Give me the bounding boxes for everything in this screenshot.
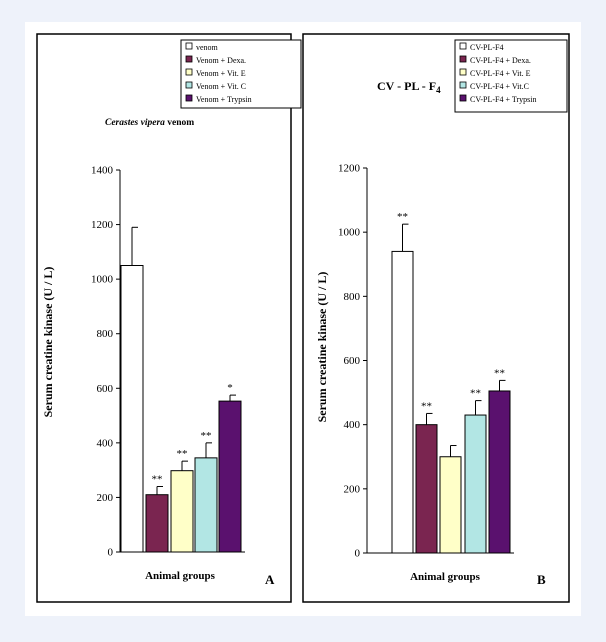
bar bbox=[170, 470, 194, 553]
legend-label: Venom + Dexa. bbox=[196, 56, 246, 65]
y-tick-label: 800 bbox=[97, 328, 114, 340]
bar bbox=[488, 390, 511, 554]
y-tick-label: 0 bbox=[355, 548, 361, 560]
legend-label: venom bbox=[196, 43, 219, 52]
bar bbox=[120, 265, 144, 553]
significance-label: ** bbox=[152, 474, 163, 486]
legend-label: CV-PL-F4 bbox=[470, 43, 504, 52]
y-tick-label: 400 bbox=[344, 419, 361, 431]
y-tick-label: 0 bbox=[108, 547, 114, 559]
legend-swatch bbox=[459, 81, 467, 89]
legend-swatch bbox=[459, 42, 467, 50]
y-tick-label: 600 bbox=[344, 355, 361, 367]
legend-label: Venom + Vit. E bbox=[196, 69, 246, 78]
chart-legend: CV-PL-F4 CV-PL-F4 + Dexa. CV-PL-F4 + Vit. … bbox=[454, 39, 568, 113]
bar bbox=[439, 456, 462, 554]
legend-frame bbox=[180, 39, 302, 109]
legend-swatch bbox=[459, 55, 467, 63]
bar bbox=[391, 250, 414, 554]
bar bbox=[145, 494, 169, 553]
chart-panel-a: 0200400600800100012001400*******venomVen… bbox=[36, 33, 302, 603]
chart-panel-b: 020040060080010001200********CV-PL-F4CV-… bbox=[302, 33, 570, 603]
chart-title-main: CV - PL - F bbox=[377, 79, 436, 93]
significance-label: ** bbox=[397, 211, 408, 223]
legend-label: CV-PL-F4 + Vit.C bbox=[470, 82, 529, 91]
legend-label: Venom + Vit. C bbox=[196, 82, 246, 91]
chart-title: CV - PL - F4 bbox=[377, 79, 441, 95]
panel-frame bbox=[36, 33, 292, 603]
y-tick-label: 1200 bbox=[91, 219, 114, 231]
figure-card: 0 200 400 600 800 1000 1200 1400 ** ** ** * venom Ven… bbox=[25, 22, 581, 616]
legend-swatch bbox=[185, 42, 193, 50]
y-tick-label: 1000 bbox=[338, 227, 361, 239]
panel-letter: B bbox=[537, 572, 546, 587]
chart-title-subscript: 4 bbox=[436, 85, 441, 95]
chart-legend: venom Venom + Dexa. Venom + Vit. E Venom + … bbox=[180, 39, 302, 109]
figure-svg: 0200400600800100012001400*******venomVen… bbox=[36, 33, 570, 603]
chart-title: Cerastes vipera venom bbox=[105, 118, 194, 128]
y-tick-label: 1400 bbox=[91, 165, 114, 177]
x-axis-label: Animal groups bbox=[410, 571, 481, 583]
x-axis-label: Animal groups bbox=[145, 570, 216, 582]
significance-label: ** bbox=[201, 430, 212, 442]
legend-swatch bbox=[185, 68, 193, 76]
panel-frame bbox=[302, 33, 570, 603]
significance-label: * bbox=[227, 382, 233, 394]
y-tick-label: 200 bbox=[97, 492, 114, 504]
y-tick-label: 1000 bbox=[91, 274, 114, 286]
legend-label: CV-PL-F4 + Trypsin bbox=[470, 95, 536, 104]
significance-label: ** bbox=[470, 388, 481, 400]
y-axis-label: Serum creatine kinase (U / L) bbox=[315, 272, 329, 423]
bar bbox=[415, 424, 438, 554]
legend-label: CV-PL-F4 + Dexa. bbox=[470, 56, 531, 65]
bar bbox=[194, 457, 218, 553]
y-tick-label: 600 bbox=[97, 383, 114, 395]
y-tick-label: 800 bbox=[344, 291, 361, 303]
legend-swatch bbox=[459, 94, 467, 102]
bar bbox=[218, 400, 242, 553]
legend-swatch bbox=[185, 81, 193, 89]
y-tick-label: 400 bbox=[97, 437, 114, 449]
bar bbox=[464, 414, 487, 554]
y-tick-label: 1200 bbox=[338, 163, 361, 175]
y-tick-label: 200 bbox=[344, 483, 361, 495]
legend-frame bbox=[454, 39, 568, 113]
chart-title-rest: venom bbox=[165, 118, 194, 128]
chart-title-italic: Cerastes vipera bbox=[105, 118, 165, 128]
significance-label: ** bbox=[421, 400, 432, 412]
legend-label: Venom + Trypsin bbox=[196, 95, 252, 104]
legend-swatch bbox=[185, 94, 193, 102]
legend-swatch bbox=[185, 55, 193, 63]
legend-label: CV-PL-F4 + Vit. E bbox=[470, 69, 531, 78]
y-axis-label: Serum creatine kinase (U / L) bbox=[41, 267, 55, 418]
legend-swatch bbox=[459, 68, 467, 76]
panel-letter: A bbox=[265, 572, 275, 587]
significance-label: ** bbox=[177, 448, 188, 460]
significance-label: ** bbox=[494, 367, 505, 379]
